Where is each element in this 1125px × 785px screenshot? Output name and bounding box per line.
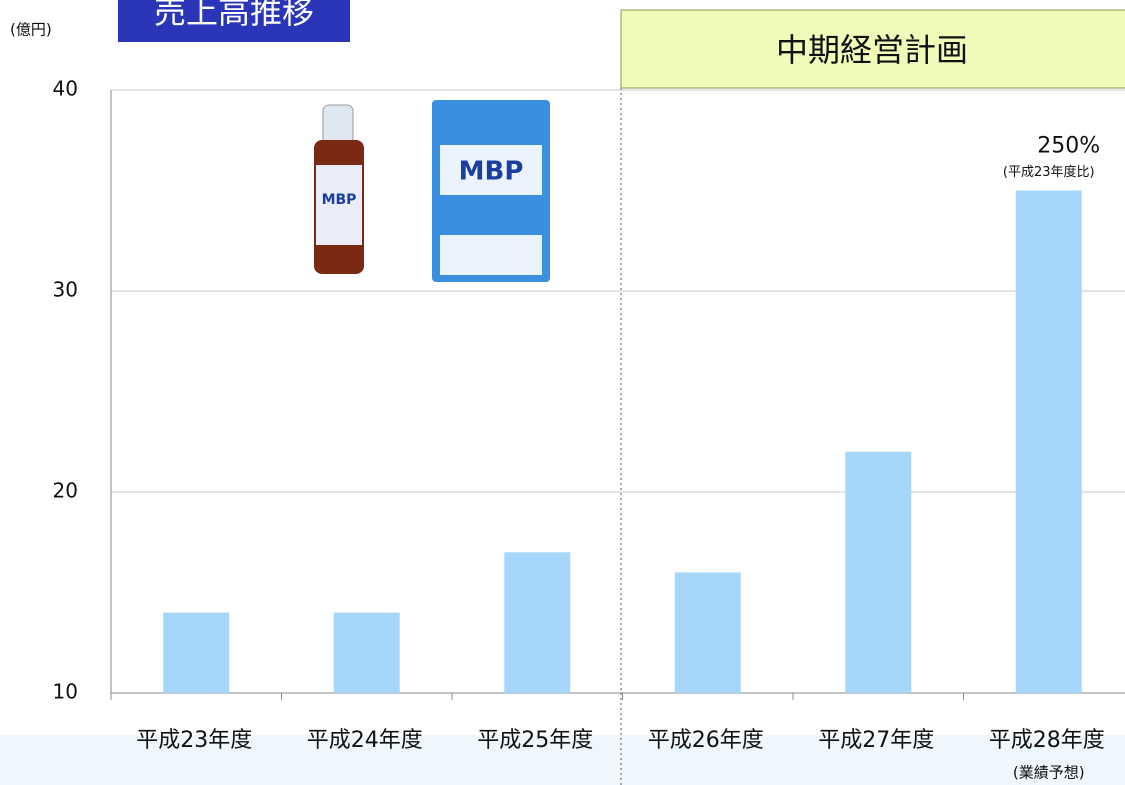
y-axis-label: (億円) [10,21,52,39]
chart-title: 売上高推移 [154,0,314,31]
background-band [0,735,1125,785]
bar [674,572,741,693]
category-note: (業績予想) [1013,764,1085,782]
y-tick-label: 20 [53,479,78,503]
y-tick-label: 30 [53,278,78,302]
x-tick-label: 平成25年度 [477,728,593,753]
bar [1015,190,1082,693]
annotation-sub: (平成23年度比) [1003,164,1095,180]
product-label: MBP [459,157,524,187]
bar [845,451,912,693]
plan-label: 中期経営計画 [776,31,968,69]
plan-box [620,9,1125,89]
x-tick-label: 平成28年度 [989,728,1105,753]
product-pack: MBP [432,100,550,282]
bar [504,552,571,693]
x-tick-label: 平成26年度 [648,728,764,753]
title-box [118,0,350,42]
annotation: 250% [1037,134,1100,159]
y-tick-label: 10 [53,680,78,704]
x-tick-label: 平成27年度 [818,728,934,753]
y-tick-label: 40 [53,77,78,101]
product-bottle: MBP [314,104,364,274]
product-label: MBP [322,192,357,208]
x-tick-label: 平成23年度 [136,728,252,753]
x-tick-label: 平成24年度 [307,728,423,753]
bar [333,612,400,693]
bar [163,612,230,693]
